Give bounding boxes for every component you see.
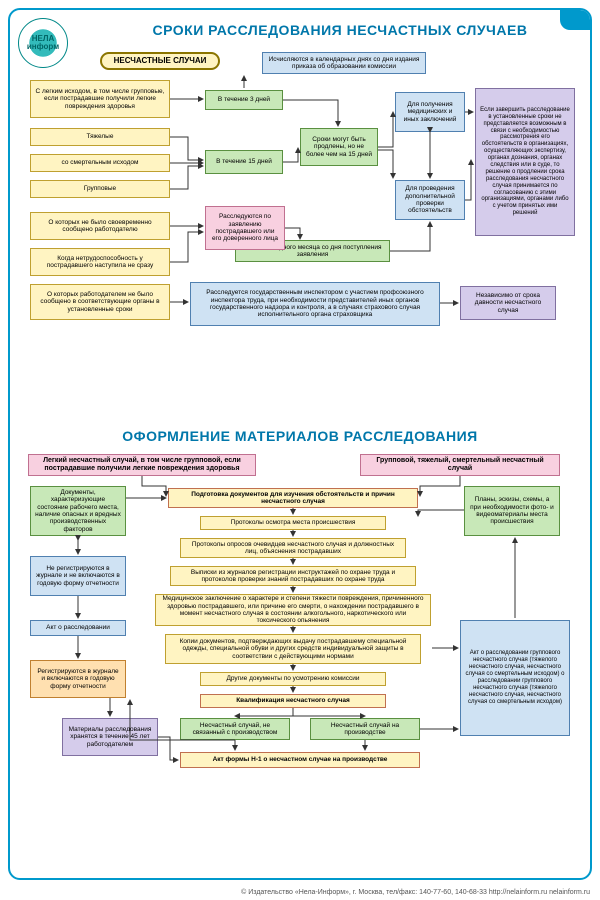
box-journal-extracts: Выписки из журналов регистрации инструкт… xyxy=(170,566,416,586)
box-light-outcome: С легким исходом, в том числе групповые,… xyxy=(30,80,170,118)
box-calendar-days: Исчисляются в календарных днях со дня из… xyxy=(262,52,426,74)
box-prepare-docs: Подготовка документов для изучения обсто… xyxy=(168,488,418,508)
box-not-reported-employer: О которых работодателем не было сообщено… xyxy=(30,284,170,320)
box-not-production: Несчастный случай, не связанный с произв… xyxy=(180,718,290,740)
box-qualification: Квалификация несчастного случая xyxy=(200,694,386,708)
box-ppe-docs: Копии документов, подтверждающих выдачу … xyxy=(165,634,421,664)
box-plans-sketches: Планы, эскизы, схемы, а при необходимост… xyxy=(464,486,560,536)
box-3-days: В течение 3 дней xyxy=(205,90,283,110)
box-heavy: Тяжелые xyxy=(30,128,170,146)
footer-text: © Издательство «Нела-Информ», г. Москва,… xyxy=(0,889,590,896)
box-act-investigation: Акт о расследовании xyxy=(30,620,126,636)
box-state-inspector: Расследуется государственным инспектором… xyxy=(190,282,440,326)
box-registered: Регистрируются в журнале и включаются в … xyxy=(30,660,126,698)
box-stored-45: Материалы расследования хранятся в течен… xyxy=(62,718,158,756)
box-group-act: Акт о расследовании группового несчастно… xyxy=(460,620,570,736)
box-15-days: В течение 15 дней xyxy=(205,150,283,174)
box-medical-conclusion: Медицинское заключение о характере и сте… xyxy=(155,594,431,626)
accidents-header: НЕСЧАСТНЫЕ СЛУЧАИ xyxy=(100,52,220,70)
box-extend-15: Сроки могут быть продлены, но не более ч… xyxy=(300,128,378,166)
logo: НЕЛА информ xyxy=(18,18,68,68)
box-workplace-docs: Документы, характеризующие состояние раб… xyxy=(30,486,126,536)
header-light-case: Легкий несчастный случай, в том числе гр… xyxy=(28,454,256,476)
box-not-registered: Не регистрируются в журнале и не включаю… xyxy=(30,556,126,596)
box-by-application: Расследуются по заявлению пострадавшего … xyxy=(205,206,285,250)
box-other-docs: Другие документы по усмотрению комиссии xyxy=(200,672,386,686)
logo-text: НЕЛА информ xyxy=(19,35,67,51)
header-heavy-case: Групповой, тяжелый, смертельный несчастн… xyxy=(360,454,560,476)
box-act-h1: Акт формы Н-1 о несчастном случае на про… xyxy=(180,752,420,768)
box-group: Групповые xyxy=(30,180,170,198)
box-delayed-disability: Когда нетрудоспособность у пострадавшего… xyxy=(30,248,170,276)
box-fatal: со смертельным исходом xyxy=(30,154,170,172)
box-production: Несчастный случай на производстве xyxy=(310,718,420,740)
box-medical: Для получения медицинских и иных заключе… xyxy=(395,92,465,132)
box-not-reported: О которых не было своевременно сообщено … xyxy=(30,212,170,240)
title-section-2: ОФОРМЛЕНИЕ МАТЕРИАЛОВ РАССЛЕДОВАНИЯ xyxy=(20,428,580,444)
box-regardless: Независимо от срока давности несчастного… xyxy=(460,286,556,320)
box-cannot-complete: Если завершить расследование в установле… xyxy=(475,88,575,236)
box-additional-check: Для проведения дополнительной проверки о… xyxy=(395,180,465,220)
box-protocols-witness: Протоколы опросов очевидцев несчастного … xyxy=(180,538,406,558)
title-section-1: СРОКИ РАССЛЕДОВАНИЯ НЕСЧАСТНЫХ СЛУЧАЕВ xyxy=(100,22,580,38)
box-protocols-scene: Протоколы осмотра места происшествия xyxy=(200,516,386,530)
